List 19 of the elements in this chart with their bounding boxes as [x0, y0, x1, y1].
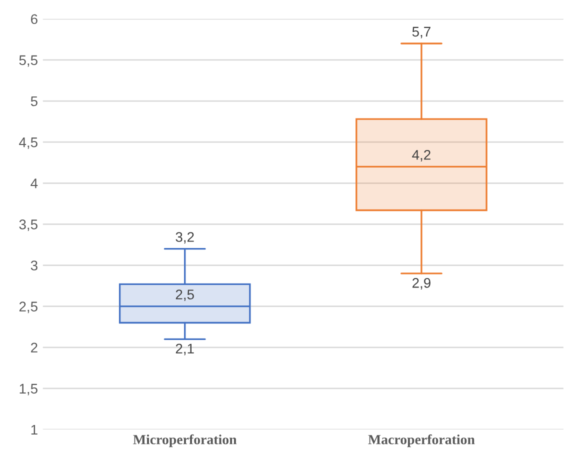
y-tick-label: 1,5: [20, 384, 38, 396]
annotation: 2,5: [176, 290, 194, 302]
y-tick-label: 6: [31, 14, 38, 24]
annotation: 5,7: [412, 26, 430, 38]
annotation: 2,1: [176, 344, 194, 356]
y-tick-label: 1: [31, 424, 38, 435]
y-tick-label: 2: [31, 342, 38, 352]
y-tick-label: 3,5: [19, 220, 38, 232]
y-tick-label: 4,5: [19, 138, 38, 149]
y-tick-label: 5: [30, 96, 38, 106]
x-tick-label: Macroperforation: [368, 434, 475, 448]
y-tick-label: 5,5: [19, 55, 38, 67]
y-tick-label: 3: [30, 260, 38, 270]
y-tick-label: 2,5: [19, 302, 38, 314]
x-tick-label: Microperforation: [133, 434, 237, 448]
y-tick-label: 4: [30, 178, 38, 188]
annotation: 4,2: [412, 150, 430, 162]
annotation: 2,9: [412, 278, 430, 290]
annotation: 3,2: [176, 232, 194, 244]
